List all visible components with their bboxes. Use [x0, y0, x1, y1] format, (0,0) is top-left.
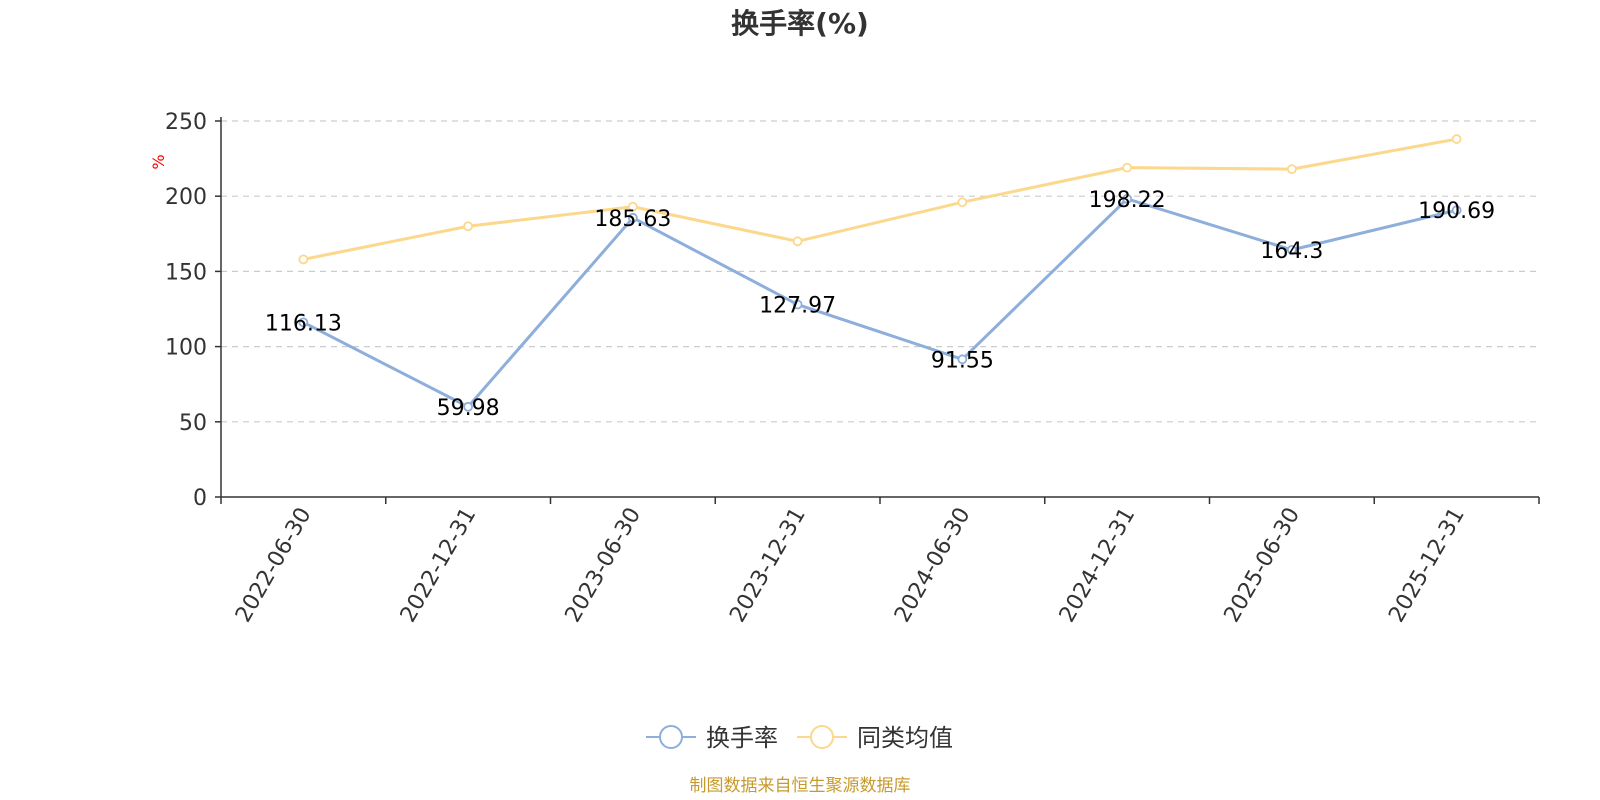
data-point: [627, 201, 638, 212]
x-tick-label: 2022-12-31: [396, 504, 482, 627]
y-axis-unit-label: %: [149, 154, 168, 169]
x-tick-label: 2025-06-30: [1219, 504, 1305, 627]
x-tick-label: 2023-06-30: [560, 504, 646, 627]
y-tick-label: 50: [179, 411, 207, 436]
data-point: [957, 197, 968, 208]
data-point: [1122, 162, 1133, 173]
legend-label: 同类均值: [857, 724, 953, 752]
x-tick-label: 2024-06-30: [890, 504, 976, 627]
data-point: [1286, 164, 1297, 175]
data-label: 185.63: [594, 207, 671, 232]
legend-label: 换手率: [706, 724, 778, 752]
data-point: [792, 236, 803, 247]
legend-item[interactable]: 换手率: [646, 724, 778, 752]
data-point: [1122, 193, 1133, 204]
data-point: [463, 401, 474, 412]
chart-title: 换手率(%): [731, 7, 869, 40]
x-tick-label: 2024-12-31: [1055, 504, 1141, 627]
source-note: 制图数据来自恒生聚源数据库: [690, 776, 911, 796]
data-point: [957, 354, 968, 365]
data-point: [1286, 244, 1297, 255]
data-point: [792, 299, 803, 310]
data-label: 198.22: [1089, 188, 1166, 213]
data-point: [627, 212, 638, 223]
series-lines: [298, 134, 1462, 412]
data-labels: 116.13 59.98 185.63 127.97 91.55 198.22 164.3 1…: [265, 188, 1495, 421]
data-point: [298, 254, 309, 265]
series-line: [303, 137, 1457, 261]
data-label: 91.55: [931, 348, 994, 373]
data-point: [463, 221, 474, 232]
grid-lines: [221, 120, 1539, 423]
y-tick-label: 150: [165, 260, 207, 285]
axes: 0 50 100 150 200 250 2022-06-30 2022-12-31 2023-…: [165, 110, 1540, 627]
data-label: 127.97: [759, 294, 836, 319]
data-point: [298, 317, 309, 328]
data-point: [1451, 205, 1462, 216]
data-point: [1451, 134, 1462, 144]
y-tick-label: 200: [165, 185, 207, 210]
legend-item[interactable]: 同类均值: [797, 724, 953, 752]
data-label: 59.98: [437, 396, 500, 421]
legend-circle-icon: [659, 725, 683, 749]
legend-circle-icon: [810, 725, 834, 749]
data-label: 190.69: [1418, 199, 1495, 224]
x-tick-label: 2022-06-30: [231, 504, 317, 627]
legend[interactable]: 换手率 同类均值: [646, 724, 953, 752]
y-tick-label: 0: [193, 486, 207, 511]
series-line: [302, 197, 1457, 409]
data-label: 116.13: [265, 311, 342, 336]
data-label: 164.3: [1260, 239, 1323, 264]
y-tick-label: 100: [165, 336, 207, 361]
y-tick-label: 250: [165, 110, 207, 135]
x-tick-label: 2023-12-31: [725, 504, 811, 627]
x-tick-label: 2025-12-31: [1384, 504, 1470, 627]
